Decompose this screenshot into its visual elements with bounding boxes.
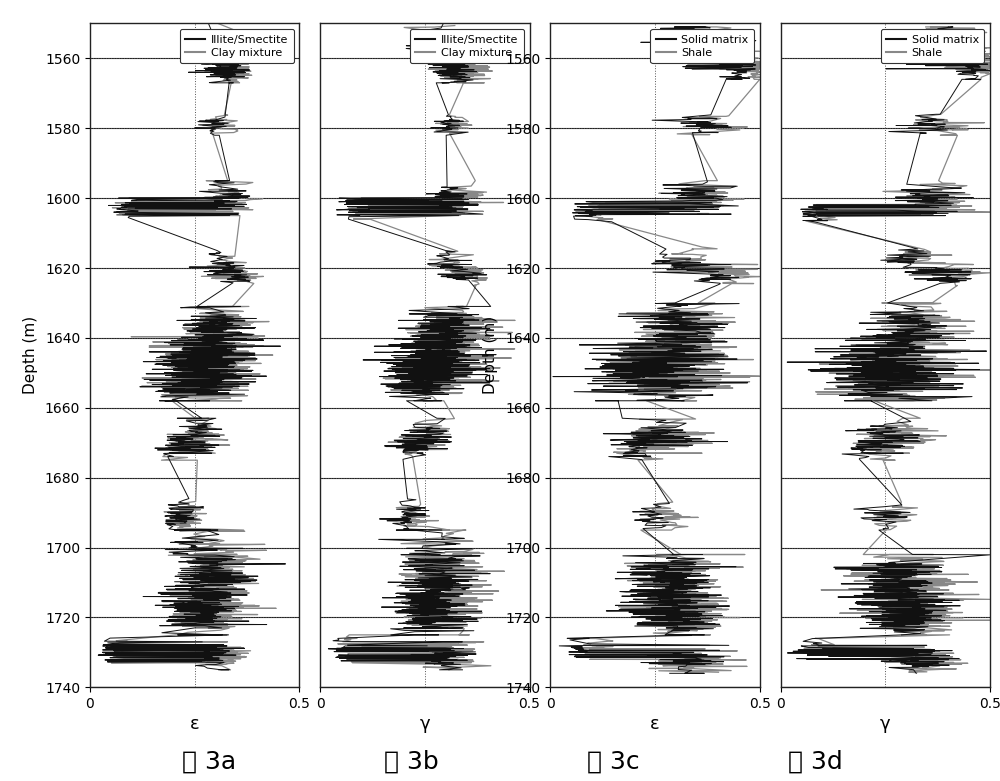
Text: 图 3c: 图 3c: [587, 750, 640, 774]
Legend: Solid matrix, Shale: Solid matrix, Shale: [881, 29, 984, 63]
Text: 图 3b: 图 3b: [384, 750, 439, 774]
Text: 图 3d: 图 3d: [788, 750, 843, 774]
X-axis label: γ: γ: [880, 715, 891, 733]
Y-axis label: Depth (m): Depth (m): [23, 316, 38, 394]
Text: 图 3a: 图 3a: [182, 750, 236, 774]
X-axis label: γ: γ: [420, 715, 430, 733]
Y-axis label: Depth (m): Depth (m): [483, 316, 498, 394]
Legend: Solid matrix, Shale: Solid matrix, Shale: [650, 29, 754, 63]
X-axis label: ε: ε: [650, 715, 660, 733]
X-axis label: ε: ε: [190, 715, 199, 733]
Legend: Illite/Smectite, Clay mixture: Illite/Smectite, Clay mixture: [180, 29, 294, 63]
Legend: Illite/Smectite, Clay mixture: Illite/Smectite, Clay mixture: [410, 29, 524, 63]
